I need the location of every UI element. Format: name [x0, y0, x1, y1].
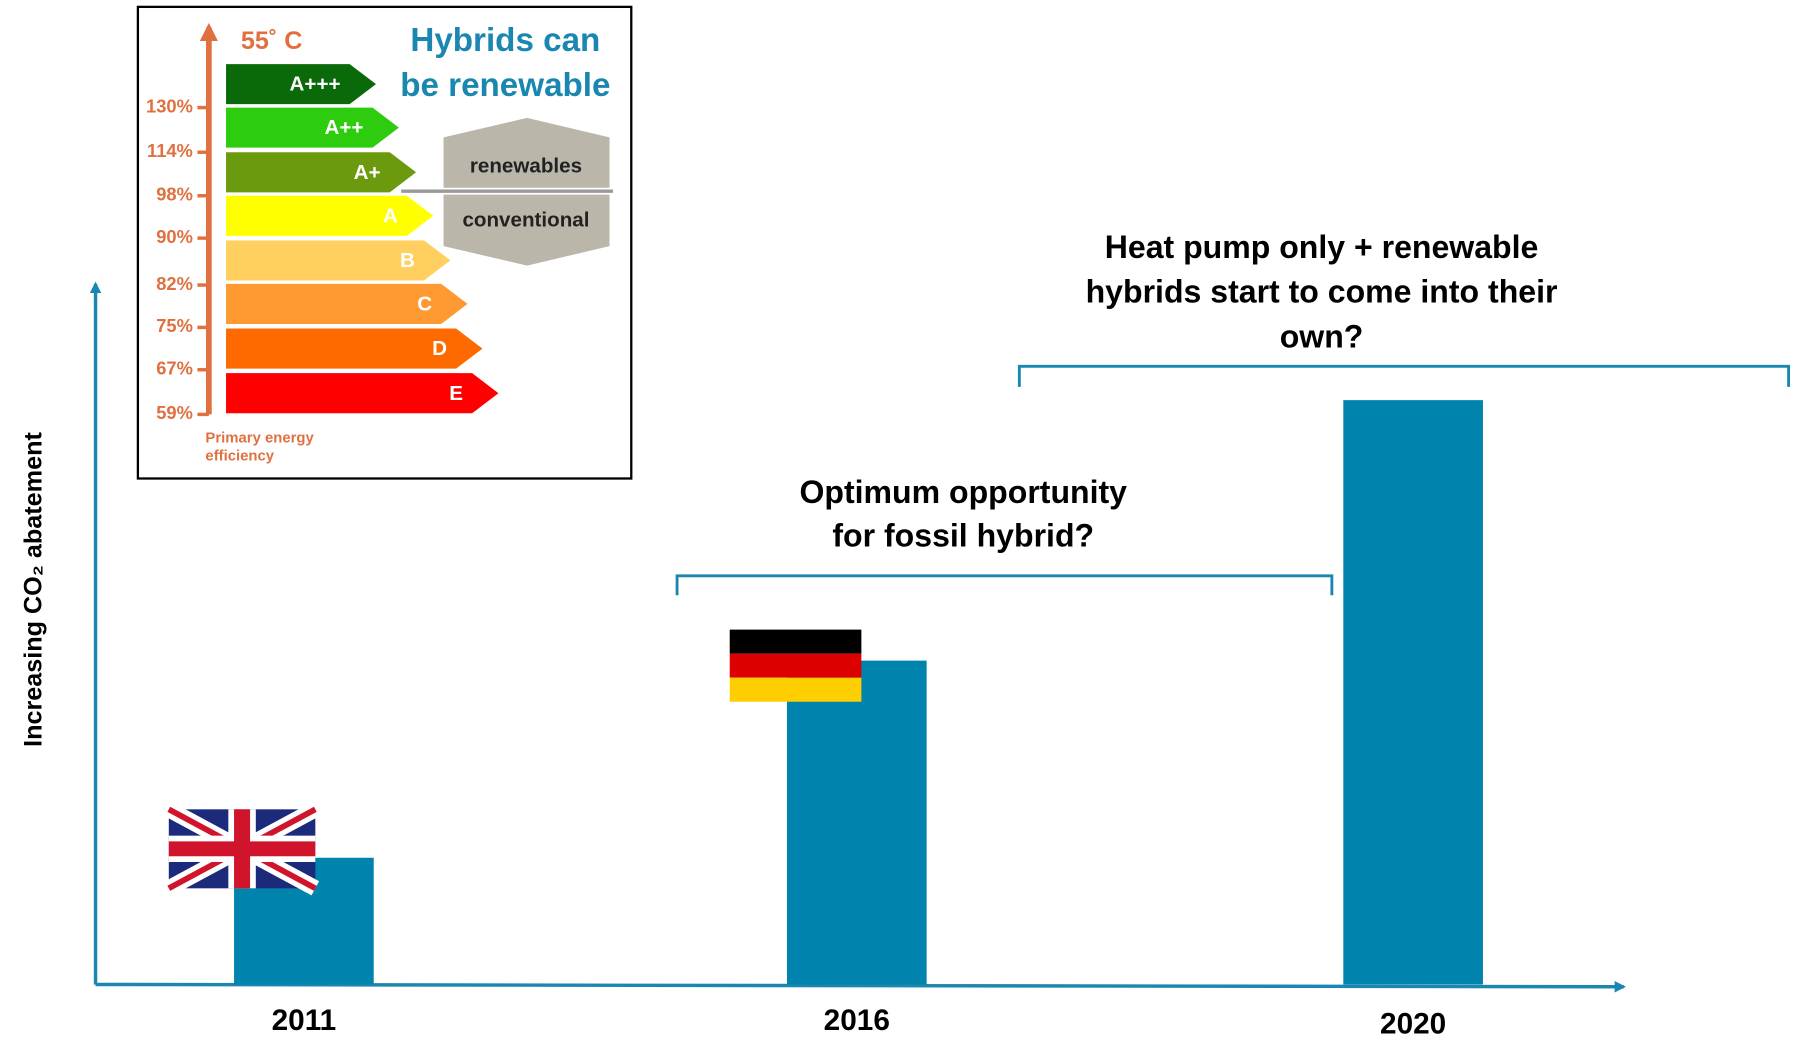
uk-flag — [165, 802, 320, 896]
conventional-zone — [443, 194, 610, 266]
energy-class-label: A — [383, 204, 398, 227]
energy-class — [226, 195, 434, 236]
zone-label: renewables — [470, 155, 582, 178]
energy-class — [226, 240, 451, 281]
energy-class-label: D — [432, 337, 447, 360]
y-axis-label: Increasing CO₂ abatement — [20, 432, 48, 747]
energy-class-label: A+ — [354, 161, 381, 184]
efficiency-tick-label: 59% — [156, 402, 193, 423]
energy-class — [226, 373, 499, 414]
annotation: Optimum opportunity — [799, 474, 1127, 510]
efficiency-tick-label: 98% — [156, 184, 193, 205]
efficiency-tick-label: 82% — [156, 273, 193, 294]
energy-class-label: E — [449, 382, 463, 405]
bracket — [675, 574, 1334, 596]
energy-class-label: A++ — [324, 116, 363, 139]
annotation: Heat pump only + renewable — [1105, 229, 1539, 265]
efficiency-tick-label: 130% — [146, 95, 193, 116]
efficiency-tick-label: 67% — [156, 358, 193, 379]
temperature: 55˚ C — [241, 27, 303, 55]
energy-class-label: B — [400, 249, 415, 272]
efficiency-tick-label: 114% — [147, 140, 193, 161]
efficiency-tick-label: 90% — [156, 226, 193, 247]
x-tick-label: 2011 — [272, 1004, 337, 1037]
annotation: hybrids start to come into their — [1086, 274, 1558, 310]
annotation: for fossil hybrid? — [832, 517, 1094, 553]
bar — [1343, 400, 1483, 985]
x-axis — [95, 981, 1627, 993]
energy-class-label: A+++ — [290, 73, 341, 96]
x-tick-label: 2020 — [1380, 1008, 1446, 1041]
zone-label: conventional — [462, 208, 589, 231]
germany-flag — [729, 629, 862, 702]
inset-title: Hybrids can — [410, 22, 600, 59]
energy-class — [226, 328, 483, 369]
energy-class — [226, 152, 417, 193]
energy-class — [226, 283, 468, 324]
annotation: own? — [1280, 318, 1364, 354]
energy-class — [226, 107, 399, 148]
energy-class — [226, 64, 376, 105]
energy-class-label: C — [417, 293, 432, 316]
efficiency-label: efficiency — [205, 449, 274, 465]
efficiency-tick-label: 75% — [156, 315, 193, 336]
renewables-zone — [443, 117, 610, 188]
bar — [786, 660, 927, 985]
efficiency-label: Primary energy — [205, 430, 314, 446]
inset-title: be renewable — [400, 67, 610, 104]
x-tick-label: 2016 — [824, 1004, 890, 1037]
bracket — [1017, 364, 1791, 387]
